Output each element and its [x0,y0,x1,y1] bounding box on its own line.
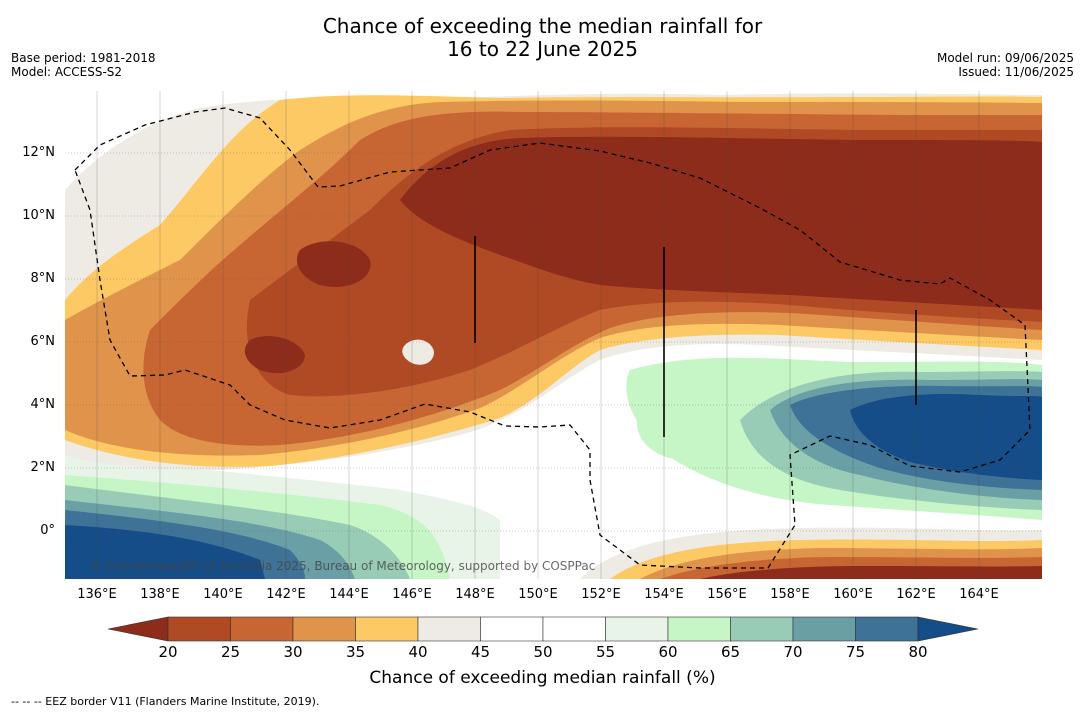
lat-label: 0° [40,523,55,538]
lon-label: 146°E [392,587,432,602]
colorbar-swatch [417,616,481,642]
colorbar-tick-label: 75 [845,643,866,661]
colorbar-swatch [292,616,356,642]
base-period-text: Base period: 1981-2018 [11,51,156,65]
lon-label: 164°E [959,587,999,602]
lon-label: 156°E [707,587,747,602]
lat-label: 6°N [30,334,56,349]
colorbar-tick-label: 55 [595,643,616,661]
map-title-line2: 16 to 22 June 2025 [447,37,638,61]
lon-label: 154°E [644,587,684,602]
model-text: Model: ACCESS-S2 [11,65,123,79]
lat-label: 4°N [30,397,56,412]
colorbar-swatch [730,616,794,642]
lat-label: 2°N [30,460,56,475]
boundary-lines [474,236,917,437]
lon-label: 138°E [140,587,180,602]
meta-right: Model run: 09/06/2025 Issued: 11/06/2025 [937,51,1074,79]
colorbar-swatch [480,616,544,642]
brown-blob-west [296,241,371,288]
map-title-line1: Chance of exceeding the median rainfall … [322,14,763,38]
lon-label: 140°E [203,587,243,602]
lon-label: 144°E [329,587,369,602]
colorbar-arrow-right [917,616,979,642]
colorbar-swatch [355,616,419,642]
lon-label: 152°E [581,587,621,602]
copyright-text: © Commonwealth of Australia 2025, Bureau… [90,559,595,573]
colorbar-tick-label: 45 [470,643,491,661]
colorbar-tick-label: 20 [158,643,178,661]
colorbar-tick-label: 25 [220,643,241,661]
map-area: © Commonwealth of Australia 2025, Bureau… [65,91,1042,579]
lon-label: 148°E [455,587,495,602]
model-run-text: Model run: 09/06/2025 [936,51,1074,65]
lat-label: 12°N [22,145,55,160]
light-hole [402,339,434,365]
lon-label: 160°E [833,587,873,602]
colorbar-tick-label: 70 [783,643,803,661]
colorbar-tick-label: 65 [720,643,741,661]
meta-left: Base period: 1981-2018 Model: ACCESS-S2 [11,51,156,79]
eez-footer-note: -- -- -- EEZ border V11 (Flanders Marine… [11,695,320,708]
colorbar-tick-label: 30 [283,643,303,661]
lon-label: 158°E [770,587,810,602]
south-band-blue2 [65,525,265,579]
colorbar-arrow-left [107,616,169,642]
north-deepbrown-band [400,136,1042,310]
colorbar-swatch [230,616,294,642]
colorbar-tick-label: 60 [658,643,678,661]
colorbar-tick-label: 80 [908,643,928,661]
colorbar-tick-label: 50 [533,643,553,661]
lon-label: 142°E [266,587,306,602]
lat-label: 10°N [22,208,55,223]
issued-text: Issued: 11/06/2025 [958,65,1074,79]
colorbar-swatch [167,616,231,642]
lat-label: 8°N [30,271,56,286]
colorbar-label: Chance of exceeding median rainfall (%) [369,668,716,688]
gridlines [65,152,1042,532]
colorbar [107,616,979,642]
colorbar-swatch [667,616,731,642]
brown-blob-mid [244,335,305,374]
colorbar-tick-label: 35 [345,643,366,661]
east-blue2 [850,393,1042,480]
colorbar-swatch [855,616,919,642]
lon-label: 162°E [896,587,936,602]
lon-label: 150°E [518,587,558,602]
central-green-patch [636,399,718,459]
colorbar-swatch [605,616,669,642]
colorbar-tick-label: 40 [408,643,428,661]
lon-label: 136°E [77,587,117,602]
colorbar-swatch [542,616,606,642]
colorbar-swatch [792,616,856,642]
se-band-dark [700,566,1042,579]
